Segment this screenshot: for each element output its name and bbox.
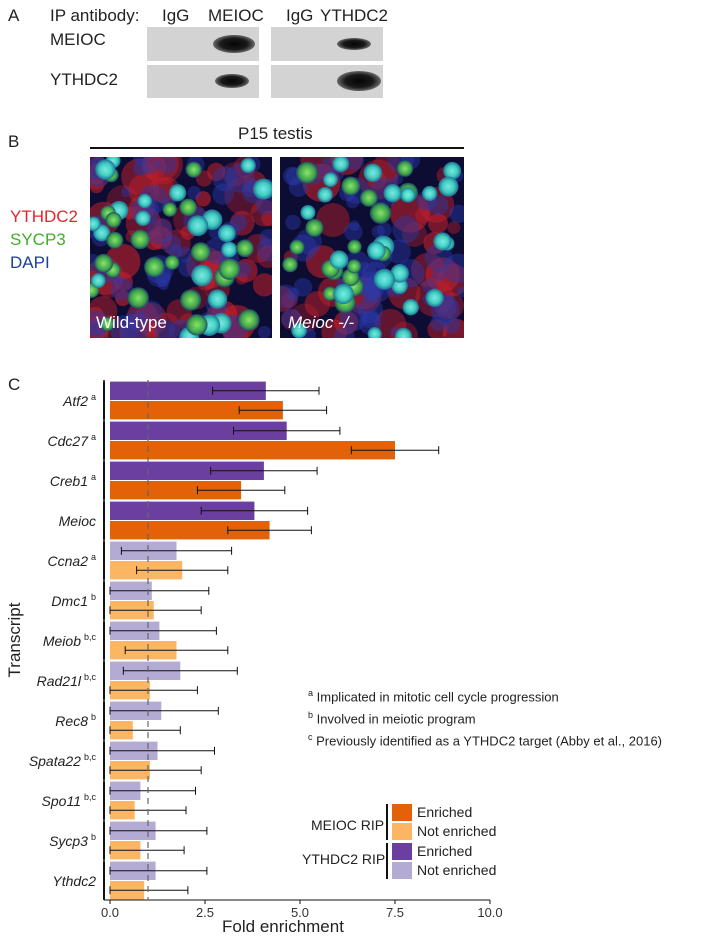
footnote-a-marker: a xyxy=(308,688,314,698)
transcript-label-cdc27: Cdc27 a xyxy=(48,432,96,449)
transcript-label-rad21l: Rad21l b,c xyxy=(37,672,97,689)
stain-ythdc2: YTHDC2 xyxy=(10,207,79,226)
legend-swatch-ythdc2-enriched xyxy=(392,843,412,860)
transcript-label-meiob: Meiob b,c xyxy=(43,632,97,649)
micrograph-wild-type: Wild-type xyxy=(90,157,272,338)
blot-band xyxy=(337,38,371,50)
x-tick-label: 10.0 xyxy=(477,905,502,920)
blot-band xyxy=(215,74,249,88)
footnote-a-text: Implicated in mitotic cell cycle progres… xyxy=(316,689,559,705)
legend-swatch-meioc-enriched xyxy=(392,804,412,821)
transcript-label-atf2: Atf2 a xyxy=(62,392,96,409)
blot-band xyxy=(213,35,255,53)
legend-bracket-ythdc2 xyxy=(386,843,388,879)
x-axis-title: Fold enrichment xyxy=(222,917,344,936)
transcript-label-spo11: Spo11 b,c xyxy=(42,792,97,809)
x-tick-label: 7.5 xyxy=(386,905,404,920)
stain-legend: YTHDC2 SYCP3 DAPI xyxy=(10,205,78,274)
x-tick-label: 2.5 xyxy=(196,905,214,920)
y-axis-title: Transcript xyxy=(5,602,24,677)
legend-swatch-ythdc2-not-enriched xyxy=(392,862,412,879)
legend-label-ythdc2-enriched: Enriched xyxy=(417,843,473,859)
x-tick-label: 5.0 xyxy=(291,905,309,920)
bar-meioc-atf2 xyxy=(110,401,283,420)
bar-meioc-meioc xyxy=(110,521,270,540)
stain-sycp3: SYCP3 xyxy=(10,230,66,249)
footnote-b: b Involved in meiotic program xyxy=(308,710,476,726)
footnote-c: c Previously identified as a YTHDC2 targ… xyxy=(308,732,662,748)
bar-meioc-cdc27 xyxy=(110,441,395,460)
panel-c-letter: C xyxy=(8,375,21,394)
stain-dapi: DAPI xyxy=(10,253,50,272)
legend-swatch-meioc-not-enriched xyxy=(392,823,412,840)
blot-row-label-ythdc2: YTHDC2 xyxy=(50,70,119,89)
lane-label-ythdc2: YTHDC2 xyxy=(320,6,389,25)
footnote-b-marker: b xyxy=(308,710,314,720)
legend-label-meioc-enriched: Enriched xyxy=(417,804,473,820)
transcript-label-dmc1: Dmc1 b xyxy=(51,592,96,609)
legend-title-ythdc2-rip: YTHDC2 RIP xyxy=(302,851,386,867)
bar-ythdc2-creb1 xyxy=(110,461,264,480)
legend-label-ythdc2-not-enriched: Not enriched xyxy=(417,862,497,878)
legend-title-meioc-rip: MEIOC RIP xyxy=(311,817,385,833)
transcript-label-meioc: Meioc xyxy=(59,513,96,529)
x-tick-label: 0.0 xyxy=(101,905,119,920)
western-blot-ythdc2-ip-ythdc2-row xyxy=(271,65,383,98)
panel-b-title: P15 testis xyxy=(238,124,313,143)
footnote-c-text: Previously identified as a YTHDC2 target… xyxy=(316,733,663,749)
footnote-a: a Implicated in mitotic cell cycle progr… xyxy=(308,688,559,704)
legend-bracket-meioc xyxy=(386,804,388,840)
transcript-label-sycp3: Sycp3 b xyxy=(49,832,96,849)
bar-ythdc2-cdc27 xyxy=(110,421,287,440)
blot-row-label-meioc: MEIOC xyxy=(50,30,106,49)
western-blot-ythdc2-ip-meioc-row xyxy=(271,27,383,61)
western-blot-meioc-ip-meioc-row xyxy=(147,27,259,61)
bar-ythdc2-meioc xyxy=(110,501,255,520)
panel-b-letter: B xyxy=(8,132,20,151)
transcript-label-rec8: Rec8 b xyxy=(55,712,96,729)
lane-label-meioc: MEIOC xyxy=(208,6,264,25)
lane-label-igg-1: IgG xyxy=(162,6,190,25)
panel-a-letter: A xyxy=(8,6,20,25)
legend-label-meioc-not-enriched: Not enriched xyxy=(417,823,497,839)
micrograph-label-wild-type: Wild-type xyxy=(96,313,167,332)
title-rule xyxy=(90,147,464,149)
transcript-label-ythdc2: Ythdc2 xyxy=(52,873,96,889)
ip-antibody-label: IP antibody: xyxy=(50,6,140,25)
blot-band xyxy=(337,71,381,91)
transcript-label-ccna2: Ccna2 a xyxy=(48,552,96,569)
micrograph-meioc-knockout: Meioc -/- xyxy=(280,157,464,338)
transcript-label-spata22: Spata22 b,c xyxy=(29,752,97,769)
footnote-b-text: Involved in meiotic program xyxy=(316,711,476,727)
bar-meioc-creb1 xyxy=(110,481,242,500)
lane-label-igg-2: IgG xyxy=(286,6,314,25)
western-blot-meioc-ip-ythdc2-row xyxy=(147,65,259,98)
footnote-c-marker: c xyxy=(308,732,313,742)
bar-ythdc2-atf2 xyxy=(110,381,266,400)
micrograph-label-meioc-knockout: Meioc -/- xyxy=(288,313,355,332)
transcript-label-creb1: Creb1 a xyxy=(50,472,96,489)
